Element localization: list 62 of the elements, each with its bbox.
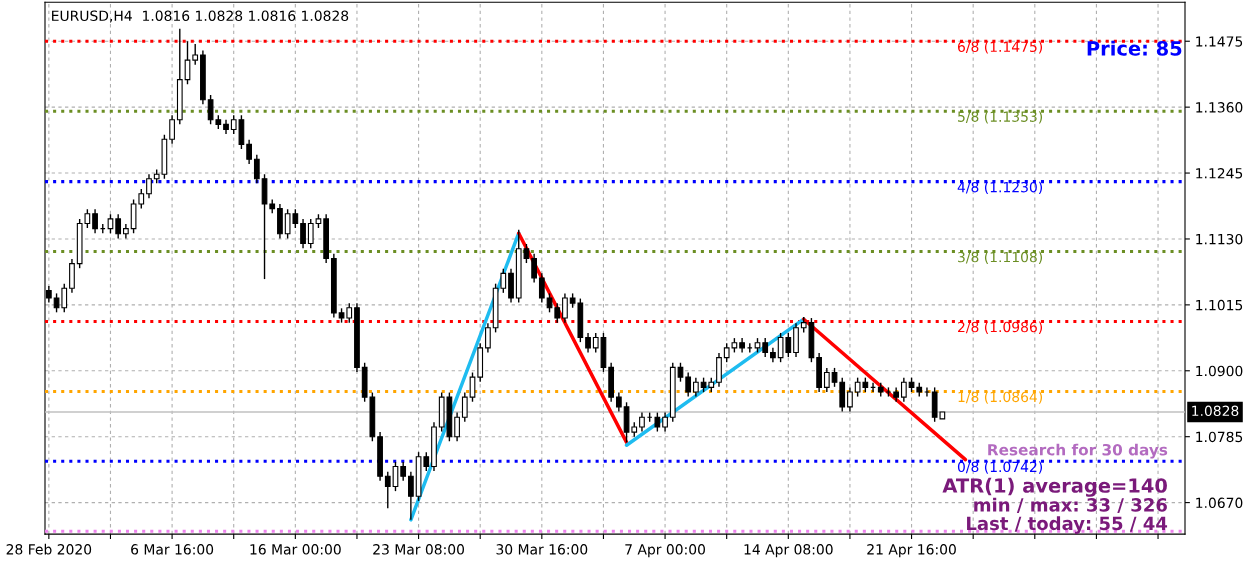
annotation: Price: 85	[1087, 40, 1182, 56]
candlestick	[677, 362, 684, 383]
ref-line-label: 1/8 (1.0864)	[958, 391, 1043, 404]
candlestick	[107, 213, 114, 234]
candlestick	[538, 272, 545, 304]
y-tick-label: 1.0670	[1196, 497, 1243, 509]
candlestick	[246, 139, 252, 165]
x-tick-label: 23 Mar 08:00	[373, 544, 465, 555]
candlestick	[562, 292, 568, 324]
candlestick	[384, 470, 391, 510]
candlestick	[693, 376, 699, 398]
candlestick	[823, 367, 830, 393]
x-tick-label: 14 Apr 08:00	[744, 544, 833, 558]
ref-line-label: 0/8 (1.0742)	[957, 461, 1043, 474]
candlestick	[900, 376, 907, 403]
candlestick	[546, 292, 553, 314]
candlestick	[762, 337, 769, 358]
x-tick-label: 7 Apr 00:00	[625, 544, 706, 558]
candlestick	[192, 43, 199, 66]
ref-line-label: 4/8 (1.1230)	[957, 181, 1043, 195]
candlestick	[485, 322, 491, 354]
ref-line-label: 1.0828	[1192, 405, 1239, 417]
y-tick-label: 1.0900	[1196, 365, 1243, 377]
x-tick-label: 16 Mar 00:00	[250, 544, 341, 555]
candlestick	[847, 386, 853, 413]
ref-line-label: 5/8 (1.1353)	[958, 111, 1043, 124]
ref-line-label: 6/8 (1.1475)	[957, 41, 1043, 54]
candlestick	[146, 173, 152, 199]
x-tick-label: 28 Feb 2020	[6, 543, 92, 555]
candlestick	[585, 332, 591, 354]
candlestick	[469, 371, 476, 403]
candlestick	[554, 302, 561, 324]
candlestick	[300, 218, 306, 249]
y-tick-label: 1.1245	[1196, 168, 1243, 179]
annotation: min / max: 33 / 326	[974, 497, 1167, 514]
candlestick	[169, 114, 175, 145]
text: EURUSD,H4 1.0816 1.0828 1.0816 1.0828	[52, 10, 349, 23]
candlestick	[639, 411, 645, 433]
candlestick	[253, 154, 260, 185]
candlestick	[115, 213, 122, 240]
candlestick	[461, 391, 468, 423]
candlestick	[400, 461, 407, 482]
annotation: ATR(1) average=140	[942, 477, 1167, 497]
y-tick-label: 1.1130	[1196, 233, 1243, 245]
x-tick-label: 30 Mar 16:00	[496, 544, 588, 555]
x-tick-label: 6 Mar 16:00	[131, 544, 214, 555]
x-tick-label: 21 Apr 16:00	[867, 544, 956, 558]
y-tick-label: 1.0785	[1196, 431, 1243, 443]
candlestick	[831, 367, 838, 388]
candlestick	[662, 411, 668, 433]
candlestick	[454, 411, 460, 442]
y-tick-label: 1.1015	[1196, 299, 1243, 311]
y-tick-label: 1.1360	[1196, 102, 1243, 113]
candlestick	[531, 253, 537, 284]
annotation: Research for 30 days	[988, 443, 1168, 459]
candlestick	[92, 208, 98, 234]
candlestick	[654, 411, 661, 433]
annotation: Last / today: 55 / 44	[967, 516, 1168, 534]
y-tick-label: 1.1475	[1196, 36, 1243, 47]
candlestick	[615, 391, 622, 413]
candlestick	[408, 470, 414, 521]
candlestick	[685, 371, 692, 398]
